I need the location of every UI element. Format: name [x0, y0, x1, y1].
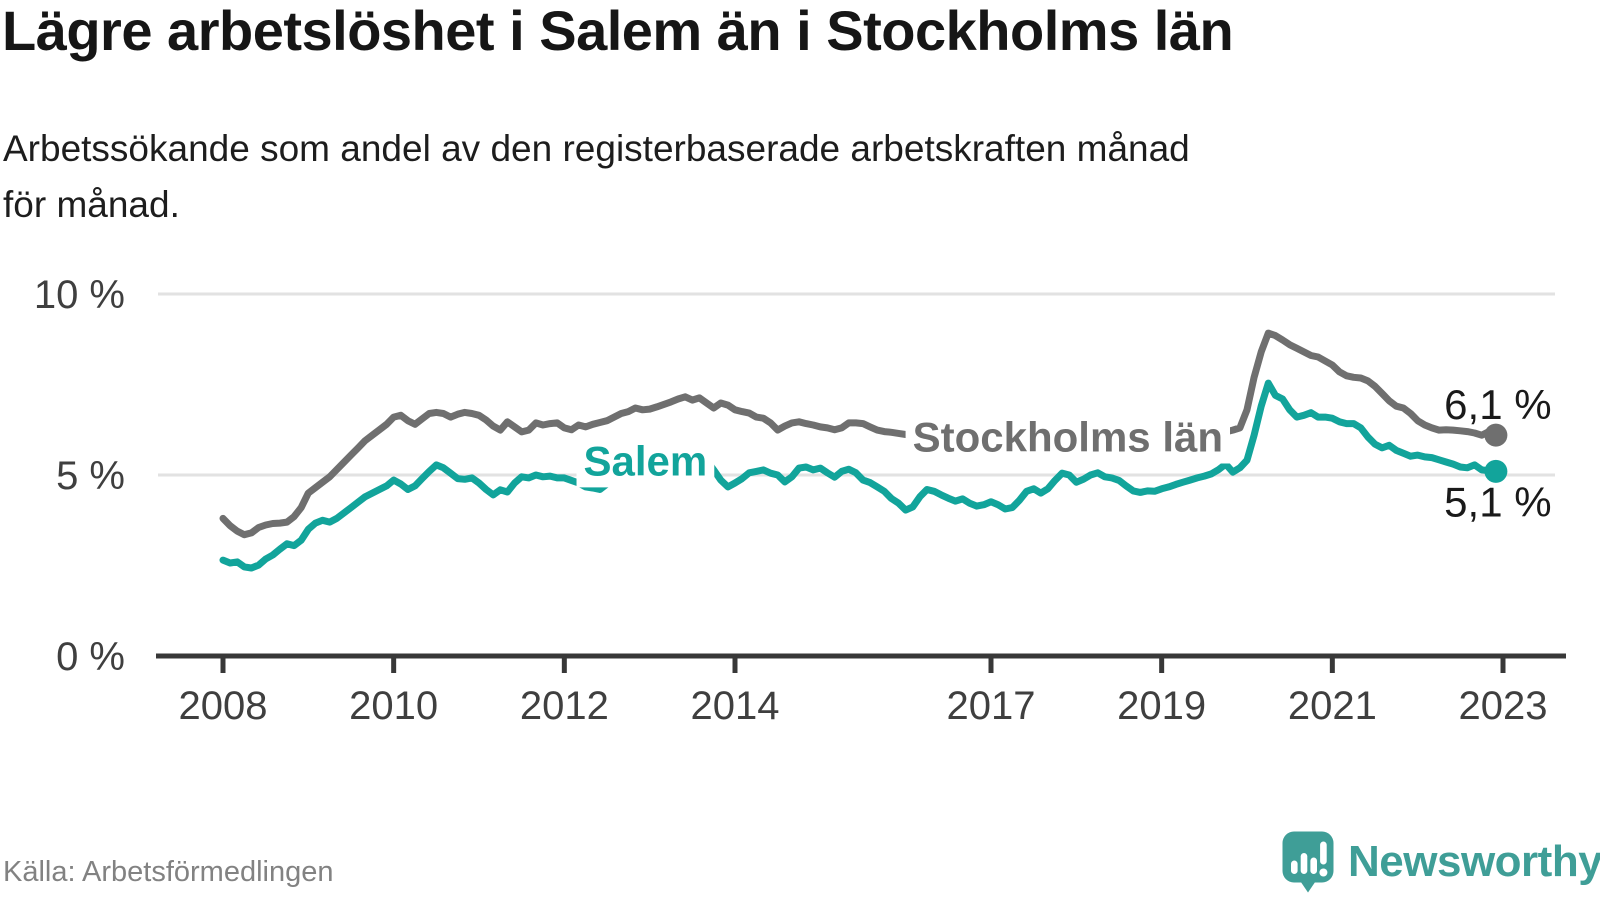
x-tick-label-2014: 2014: [691, 684, 780, 728]
series-line-salem: [219, 379, 1500, 572]
x-tick-label-2008: 2008: [179, 684, 268, 728]
newsworthy-wordmark: Newsworthy: [1348, 837, 1600, 886]
x-tick-label-2023: 2023: [1459, 684, 1548, 728]
x-tick-label-2012: 2012: [520, 684, 609, 728]
subtitle-line-2: för månad.: [3, 184, 180, 226]
series-label-stockholms-l-n: Stockholms län: [913, 413, 1223, 460]
chart-subtitle: Arbetssökande som andel av den registerb…: [3, 121, 1563, 233]
x-tick-label-2021: 2021: [1288, 684, 1377, 728]
y-tick-label-10: 10 %: [34, 273, 125, 317]
end-value-label-salem: 5,1 %: [1444, 478, 1551, 525]
y-tick-label-0: 0 %: [56, 635, 125, 679]
end-dot-stockholms-l-n: [1484, 423, 1508, 447]
series-label-halo-stockholms-l-n: [905, 410, 1231, 464]
series-label-halo-salem: [576, 434, 715, 488]
end-value-label-stockholms-l-n: 6,1 %: [1444, 381, 1551, 428]
series-line-stockholms-l-n: [219, 329, 1500, 539]
page-title: Lägre arbetslöshet i Salem än i Stockhol…: [2, 0, 1234, 62]
end-dot-salem: [1484, 459, 1508, 483]
bar-chart-speech-bubble-icon: [1282, 831, 1334, 893]
y-tick-label-5: 5 %: [56, 454, 125, 498]
x-tick-label-2019: 2019: [1117, 684, 1206, 728]
series-label-salem: Salem: [584, 437, 708, 484]
x-tick-label-2010: 2010: [349, 684, 438, 728]
x-tick-label-2017: 2017: [947, 684, 1036, 728]
source-note: Källa: Arbetsförmedlingen: [3, 856, 334, 888]
newsworthy-brand: Newsworthy: [1281, 830, 1600, 894]
subtitle-line-1: Arbetssökande som andel av den registerb…: [3, 128, 1190, 169]
